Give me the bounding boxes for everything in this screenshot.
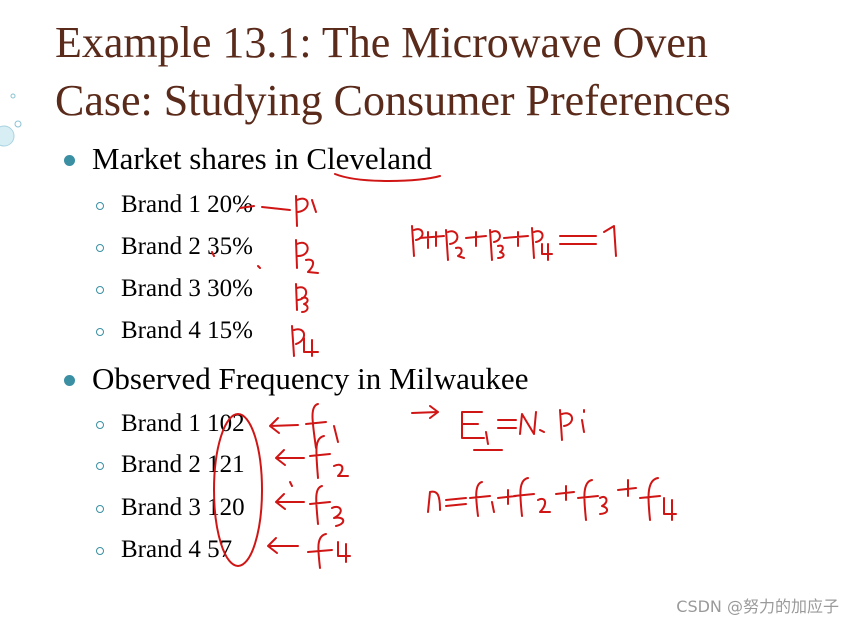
p1-glyph [261, 195, 317, 227]
list-item-text: Brand 1 20% [121, 191, 253, 218]
sub-bullet-icon [96, 547, 104, 555]
bullet-dot-icon [64, 155, 75, 166]
sub-bullet-icon [96, 286, 104, 294]
arrow-f4 [267, 533, 351, 569]
decorative-circles [0, 93, 22, 147]
list-item-text: Brand 3 30% [121, 275, 253, 302]
equation-ei [411, 405, 585, 451]
equation-sum-p [411, 225, 617, 261]
arrow-f1 [269, 403, 339, 449]
bullet-dot-icon [64, 375, 75, 386]
title-line-1: Example 13.1: The Microwave Oven [55, 18, 708, 67]
sub-bullet-icon [96, 328, 104, 336]
sub-bullet-icon [96, 202, 104, 210]
list-item-text: Brand 4 57 [121, 536, 233, 563]
list-item-text: Brand 2 121 [121, 451, 245, 478]
sub-bullet-icon [96, 505, 104, 513]
arrow-f2 [275, 435, 349, 479]
watermark: CSDN @努力的加应子 [676, 597, 839, 616]
arrow-f3 [275, 485, 345, 527]
bullet-heading: Observed Frequency in Milwaukee [92, 361, 529, 396]
p4-glyph [291, 325, 319, 357]
list-item-text: Brand 2 35% [121, 233, 253, 260]
list-item-text: Brand 3 120 [121, 494, 245, 521]
bullet-heading: Market shares in Cleveland [92, 141, 433, 176]
list-item-text: Brand 1 102 [121, 410, 245, 437]
list-item-text: Brand 4 15% [121, 317, 253, 344]
title-line-2: Case: Studying Consumer Preferences [55, 76, 731, 125]
p3-glyph [295, 283, 309, 313]
slide-title: Example 13.1: The Microwave Oven Case: S… [55, 14, 845, 130]
equation-n-sum [427, 477, 677, 521]
p2-glyph [295, 239, 319, 274]
sub-bullet-icon [96, 462, 104, 470]
sub-bullet-icon [96, 244, 104, 252]
sub-bullet-icon [96, 421, 104, 429]
